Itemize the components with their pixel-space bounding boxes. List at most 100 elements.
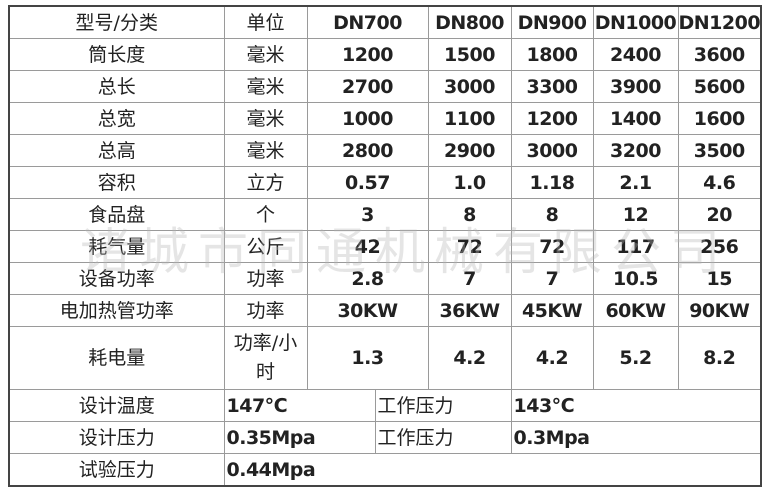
table-row: 容积 立方 0.57 1.0 1.18 2.1 4.6 xyxy=(8,166,762,199)
row-unit: 毫米 xyxy=(223,70,308,103)
row-unit: 毫米 xyxy=(223,38,308,71)
row-value: 42 xyxy=(306,230,429,263)
row-label: 耗电量 xyxy=(8,326,225,390)
work-label: 工作压力 xyxy=(374,421,512,454)
row-value: 2800 xyxy=(306,134,429,167)
row-value: 3500 xyxy=(677,134,762,167)
header-model: DN900 xyxy=(510,5,594,39)
table-row: 电加热管功率 功率 30KW 36KW 45KW 60KW 90KW xyxy=(8,294,762,327)
table-row: 耗电量 功率/小时 1.3 4.2 4.2 5.2 8.2 xyxy=(8,326,762,390)
header-model: DN800 xyxy=(427,5,512,39)
header-model: DN1000 xyxy=(592,5,679,39)
row-value: 117 xyxy=(592,230,679,263)
row-label: 总宽 xyxy=(8,102,225,135)
row-value: 3900 xyxy=(592,70,679,103)
row-value: 45KW xyxy=(510,294,594,327)
table-row: 设备功率 功率 2.8 7 7 10.5 15 xyxy=(8,262,762,295)
row-value: 3200 xyxy=(592,134,679,167)
row-value: 3000 xyxy=(427,70,512,103)
row-value: 1200 xyxy=(306,38,429,71)
row-value: 8 xyxy=(427,198,512,231)
row-value: 72 xyxy=(427,230,512,263)
row-value: 30KW xyxy=(306,294,429,327)
row-unit: 个 xyxy=(223,198,308,231)
table-row: 食品盘个 3 8 8 12 20 xyxy=(8,198,762,231)
row-unit: 毫米 xyxy=(223,134,308,167)
table-row: 筒长度 毫米 1200 1500 1800 2400 3600 xyxy=(8,38,762,71)
header-model: DN700 xyxy=(306,5,429,39)
row-unit: 毫米 xyxy=(223,102,308,135)
test-label: 试验压力 xyxy=(8,453,225,487)
header-label: 型号/分类 xyxy=(8,5,225,39)
row-value: 7 xyxy=(510,262,594,295)
row-unit: 功率 xyxy=(223,294,308,327)
row-value: 3 xyxy=(306,198,429,231)
table-row: 总长 毫米 2700 3000 3300 3900 5600 xyxy=(8,70,762,103)
header-unit: 单位 xyxy=(223,5,308,39)
design-label: 设计压力 xyxy=(8,421,225,454)
row-value: 5.2 xyxy=(592,326,679,390)
row-value: 3600 xyxy=(677,38,762,71)
row-label: 食品盘 xyxy=(8,198,225,231)
row-value: 2900 xyxy=(427,134,512,167)
row-value: 2.8 xyxy=(306,262,429,295)
row-unit: 立方 xyxy=(223,166,308,199)
row-value: 20 xyxy=(677,198,762,231)
work-value: 0.3Mpa xyxy=(510,421,762,454)
row-value: 256 xyxy=(677,230,762,263)
row-value: 72 xyxy=(510,230,594,263)
row-value: 8.2 xyxy=(677,326,762,390)
row-value: 8 xyxy=(510,198,594,231)
header-model: DN1200 xyxy=(677,5,762,39)
design-value: 0.35Mpa xyxy=(223,421,376,454)
design-value: 147℃ xyxy=(223,389,376,422)
row-label: 耗气量 xyxy=(8,230,225,263)
row-value: 1200 xyxy=(510,102,594,135)
row-value: 5600 xyxy=(677,70,762,103)
row-value: 4.2 xyxy=(510,326,594,390)
row-value: 60KW xyxy=(592,294,679,327)
row-value: 1500 xyxy=(427,38,512,71)
test-value: 0.44Mpa xyxy=(223,453,762,487)
row-value: 3300 xyxy=(510,70,594,103)
row-value: 7 xyxy=(427,262,512,295)
row-value: 1800 xyxy=(510,38,594,71)
row-label: 筒长度 xyxy=(8,38,225,71)
row-value: 36KW xyxy=(427,294,512,327)
row-value: 1400 xyxy=(592,102,679,135)
row-label: 总长 xyxy=(8,70,225,103)
row-label: 设备功率 xyxy=(8,262,225,295)
row-value: 4.2 xyxy=(427,326,512,390)
row-value: 2700 xyxy=(306,70,429,103)
row-value: 1600 xyxy=(677,102,762,135)
design-row: 设计温度 147℃ 工作压力 143℃ xyxy=(8,389,762,422)
design-row: 设计压力 0.35Mpa 工作压力 0.3Mpa xyxy=(8,421,762,454)
row-value: 0.57 xyxy=(306,166,429,199)
row-value: 2400 xyxy=(592,38,679,71)
header-row: 型号/分类 单位 DN700 DN800 DN900 DN1000 DN1200 xyxy=(8,5,762,39)
design-label: 设计温度 xyxy=(8,389,225,422)
row-value: 12 xyxy=(592,198,679,231)
row-value: 4.6 xyxy=(677,166,762,199)
row-value: 3000 xyxy=(510,134,594,167)
row-value: 10.5 xyxy=(592,262,679,295)
row-label: 总高 xyxy=(8,134,225,167)
row-value: 90KW xyxy=(677,294,762,327)
row-value: 1.18 xyxy=(510,166,594,199)
row-value: 1.3 xyxy=(306,326,429,390)
row-unit: 公斤 xyxy=(223,230,308,263)
row-value: 1.0 xyxy=(427,166,512,199)
work-label: 工作压力 xyxy=(374,389,512,422)
table-row: 总高 毫米 2800 2900 3000 3200 3500 xyxy=(8,134,762,167)
row-label: 电加热管功率 xyxy=(8,294,225,327)
row-value: 2.1 xyxy=(592,166,679,199)
work-value: 143℃ xyxy=(510,389,762,422)
row-unit: 功率 xyxy=(223,262,308,295)
spec-table: 型号/分类 单位 DN700 DN800 DN900 DN1000 DN1200… xyxy=(8,5,762,487)
row-label: 容积 xyxy=(8,166,225,199)
row-value: 1000 xyxy=(306,102,429,135)
row-value: 15 xyxy=(677,262,762,295)
row-value: 1100 xyxy=(427,102,512,135)
test-pressure-row: 试验压力 0.44Mpa xyxy=(8,453,762,487)
table-row: 总宽 毫米 1000 1100 1200 1400 1600 xyxy=(8,102,762,135)
